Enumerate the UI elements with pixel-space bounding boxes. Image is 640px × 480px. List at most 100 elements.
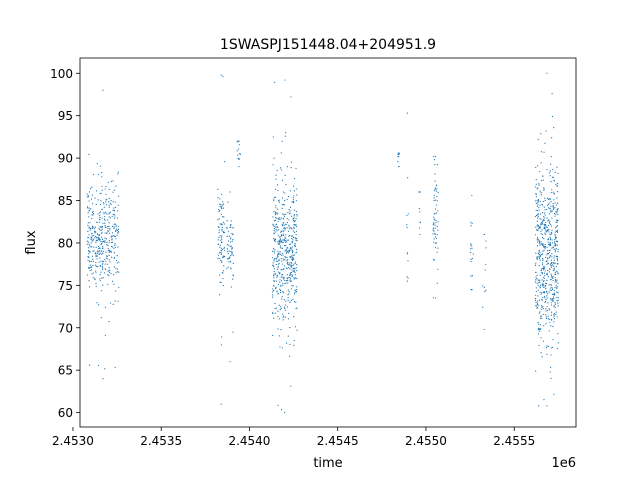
data-point (294, 244, 296, 246)
data-point (546, 226, 548, 228)
data-point (282, 230, 285, 232)
data-point (538, 250, 540, 252)
data-point (226, 248, 228, 250)
data-point (537, 295, 539, 297)
data-point (296, 251, 298, 253)
data-point (549, 255, 551, 257)
data-point (547, 257, 549, 259)
data-point (109, 261, 111, 263)
data-point (99, 250, 101, 252)
data-point (285, 241, 288, 243)
data-point (291, 242, 293, 244)
data-point (287, 263, 289, 265)
data-point (108, 254, 110, 257)
data-point (545, 130, 547, 132)
data-point (115, 185, 117, 187)
data-point (117, 204, 119, 206)
data-point (293, 339, 295, 342)
data-point (545, 323, 547, 325)
data-point (105, 257, 107, 259)
data-point (219, 223, 221, 225)
data-point (546, 306, 548, 308)
data-point (290, 280, 292, 282)
data-point (551, 189, 553, 191)
data-point (93, 250, 95, 252)
data-point (295, 224, 297, 226)
data-point (93, 173, 95, 176)
data-point (273, 225, 276, 227)
data-point (296, 286, 298, 288)
data-point (106, 255, 108, 257)
data-point (290, 266, 292, 268)
data-point (539, 244, 541, 246)
data-point (551, 239, 553, 241)
data-point (97, 245, 100, 248)
data-point (547, 302, 549, 304)
data-point (286, 198, 288, 201)
data-point (115, 237, 117, 240)
data-point (288, 293, 290, 295)
data-point (292, 298, 294, 301)
data-point (557, 282, 559, 284)
data-point (552, 326, 554, 328)
data-point (98, 227, 100, 229)
data-point (557, 342, 559, 344)
data-point (554, 249, 557, 251)
data-point (289, 213, 291, 215)
data-point (537, 333, 539, 335)
data-point (539, 279, 541, 281)
data-point (112, 191, 114, 193)
data-point (556, 230, 559, 232)
data-point (287, 239, 290, 241)
data-point (231, 240, 233, 242)
data-point (221, 238, 223, 240)
data-point (280, 306, 282, 308)
data-point (93, 246, 95, 248)
data-point (95, 240, 97, 242)
data-point (228, 261, 230, 263)
data-point (105, 238, 107, 240)
data-point (96, 302, 98, 304)
data-point (545, 231, 547, 233)
data-point (435, 190, 438, 192)
data-point (222, 231, 224, 233)
data-point (556, 279, 558, 281)
data-point (287, 211, 289, 214)
data-point (291, 257, 293, 259)
data-point (220, 241, 223, 244)
data-point (537, 204, 539, 206)
data-point (293, 300, 296, 303)
data-point (115, 230, 117, 233)
data-point (287, 335, 289, 337)
data-point (557, 172, 559, 175)
data-point (102, 245, 104, 248)
data-point (289, 234, 291, 237)
data-point (218, 236, 220, 238)
data-point (550, 266, 552, 268)
data-point (219, 235, 221, 237)
data-point (557, 248, 559, 251)
data-point (544, 246, 546, 249)
data-point (555, 284, 557, 286)
data-point (294, 274, 296, 276)
data-point (222, 277, 224, 280)
data-point (536, 303, 538, 305)
data-point (89, 251, 91, 253)
data-point (543, 189, 545, 192)
data-point (107, 250, 109, 252)
data-point (470, 258, 472, 260)
data-point (548, 308, 550, 310)
data-point (221, 260, 223, 262)
data-point (112, 225, 114, 227)
data-point (108, 212, 110, 214)
data-point (223, 256, 225, 258)
data-point (548, 229, 550, 231)
data-point (290, 215, 293, 217)
data-point (549, 321, 551, 323)
data-point (437, 268, 439, 270)
data-point (542, 276, 544, 278)
data-point (114, 244, 116, 246)
data-point (289, 210, 291, 212)
data-point (541, 279, 543, 281)
data-point (108, 242, 110, 244)
